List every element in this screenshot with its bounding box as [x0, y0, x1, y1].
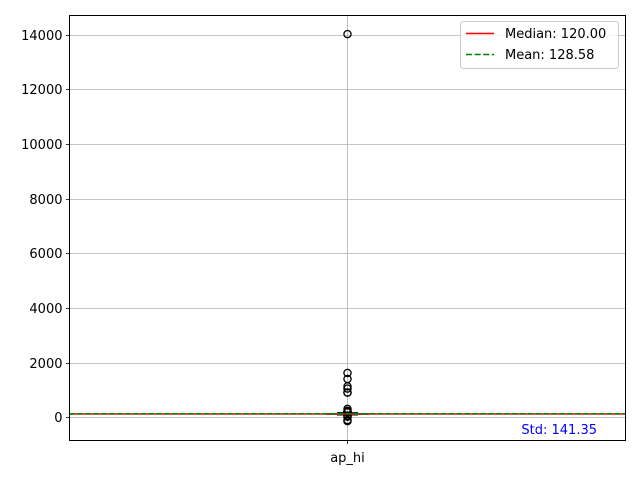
y-tick-label: 8000 [29, 193, 62, 208]
y-tick-label: 0 [54, 411, 62, 426]
legend: Median: 120.00 Mean: 128.58 [460, 21, 619, 69]
y-tick-label: 6000 [29, 247, 62, 262]
y-tick-label: 14000 [21, 29, 62, 44]
outlier-point [343, 388, 352, 397]
y-tick-label: 12000 [21, 83, 62, 98]
grid-layer [69, 15, 626, 441]
outlier-point [343, 416, 352, 426]
legend-median-label: Median: 120.00 [505, 27, 606, 42]
y-tick-label: 4000 [29, 302, 62, 317]
outlier-point [343, 368, 352, 378]
outlier-point [343, 384, 352, 393]
plot-layer [69, 29, 626, 426]
outlier-point [343, 29, 352, 39]
legend-frame [460, 21, 619, 69]
legend-mean-label: Mean: 128.58 [505, 48, 594, 63]
y-tick-label: 10000 [21, 138, 62, 153]
y-tick-label: 2000 [29, 357, 62, 372]
std-annotation: Std: 141.35 [521, 423, 597, 438]
axis-layer: 0 2000 4000 6000 8000 10000 12000 14000 ap_hi [21, 29, 365, 466]
x-tick-label: ap_hi [330, 451, 365, 466]
